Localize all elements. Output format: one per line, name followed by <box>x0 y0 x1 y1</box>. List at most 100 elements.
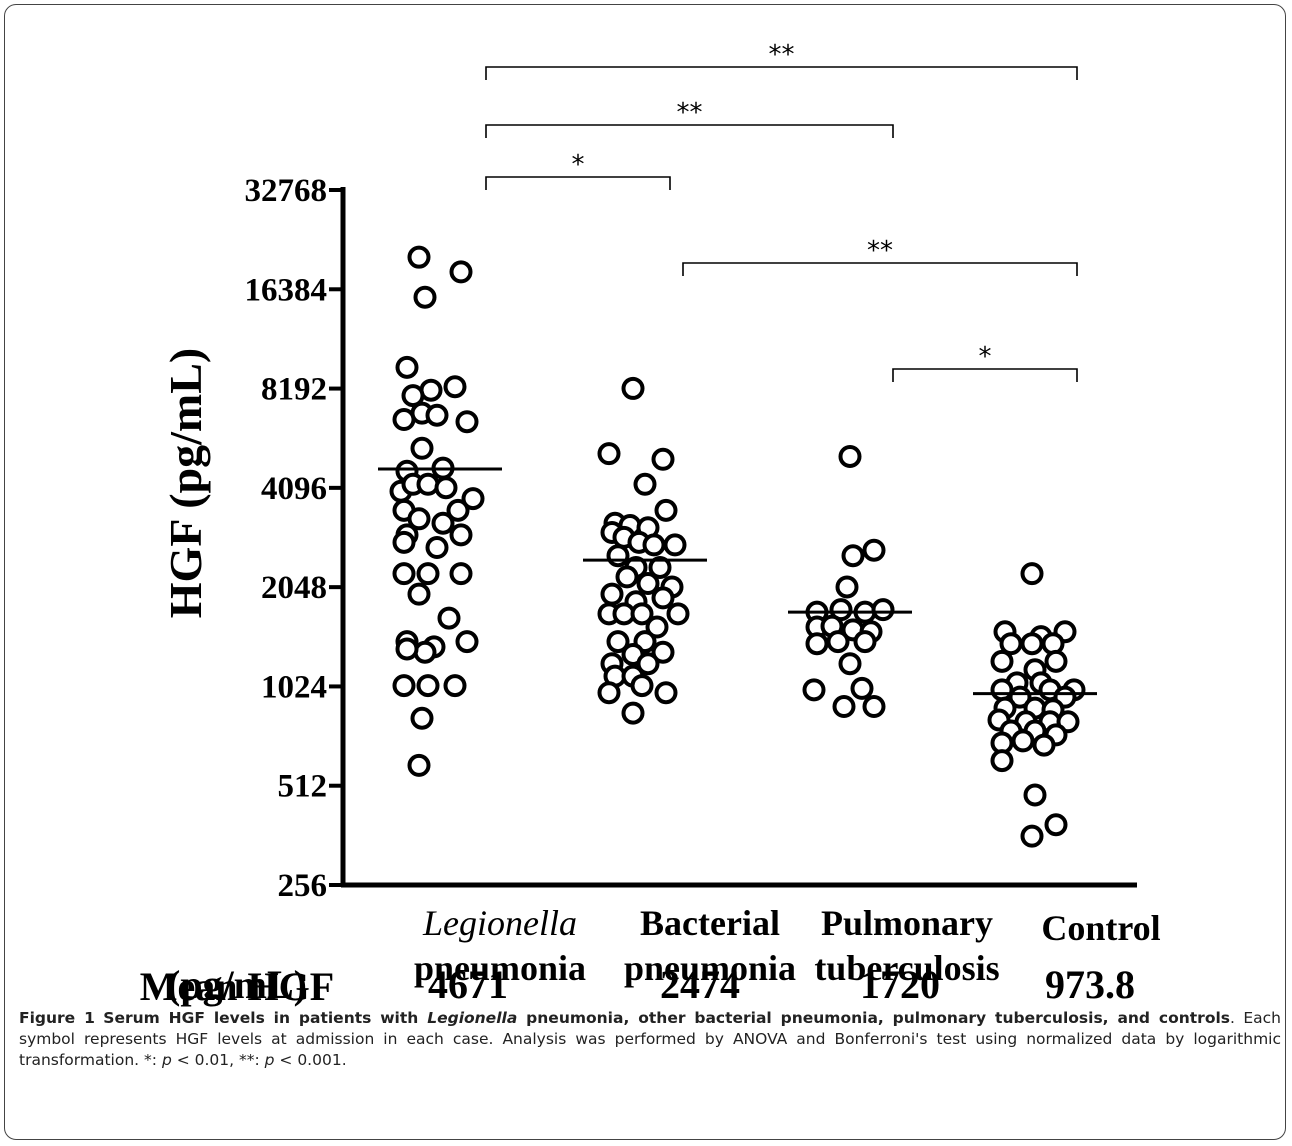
caption-title-part1: Serum HGF levels in patients with <box>103 1009 428 1027</box>
caption-title-part2: pneumonia, other bacterial pneumonia, pu… <box>517 1009 1231 1027</box>
bracket-label-2: * <box>572 150 585 180</box>
mean-value-2: 1720 <box>860 962 940 1007</box>
bracket-0 <box>485 66 1078 80</box>
data-point-g1-37 <box>654 681 678 705</box>
bracket-3 <box>682 262 1078 276</box>
data-point-g1-35 <box>597 681 621 705</box>
data-point-g0-11 <box>410 436 434 460</box>
data-point-g0-5 <box>443 375 467 399</box>
data-point-g3-8 <box>1044 649 1068 673</box>
y-tick-label-2048: 2048 <box>261 570 327 606</box>
data-point-g1-24 <box>630 602 654 626</box>
data-point-g0-35 <box>413 640 437 664</box>
data-point-g2-1 <box>841 544 865 568</box>
data-point-g0-29 <box>416 562 440 586</box>
data-point-g0-3 <box>395 355 419 379</box>
data-point-g0-0 <box>407 245 431 269</box>
data-point-g0-27 <box>449 562 473 586</box>
caption-body-part1: . Each symbol represents HGF levels at a… <box>19 1009 1282 1069</box>
y-tick-label-1024: 1024 <box>261 669 327 705</box>
mean-value-1: 2474 <box>660 962 740 1007</box>
data-point-g0-16 <box>416 472 440 496</box>
data-point-g1-15 <box>648 555 672 579</box>
data-point-g2-16 <box>802 678 826 702</box>
data-point-g0-31 <box>437 606 461 630</box>
data-point-g0-24 <box>449 523 473 547</box>
data-point-g3-30 <box>990 749 1014 773</box>
caption-body-part2: < 0.01, **: <box>171 1051 265 1069</box>
y-tick-label-4096: 4096 <box>261 471 327 507</box>
data-points <box>389 245 1086 848</box>
y-tick-label-32768: 32768 <box>245 173 328 209</box>
data-point-g2-2 <box>862 538 886 562</box>
mean-value-0: 4671 <box>428 962 508 1007</box>
y-tick-label-512: 512 <box>278 769 328 805</box>
bracket-label-4: * <box>979 342 992 372</box>
data-point-g1-26 <box>645 615 669 639</box>
data-point-g3-0 <box>1020 562 1044 586</box>
data-point-g3-31 <box>1023 783 1047 807</box>
mean-lines <box>378 467 1097 696</box>
data-point-g1-30 <box>651 640 675 664</box>
mean-value-row-2: (pg/mL) 4671 2474 1720 973.8 <box>167 962 1135 1007</box>
data-point-g0-33 <box>455 630 479 654</box>
category-label-0-line2: pneumonia <box>414 948 586 988</box>
caption-body-part3: < 0.001. <box>274 1051 347 1069</box>
data-point-g2-13 <box>826 630 850 654</box>
data-point-g0-36 <box>395 637 419 661</box>
data-point-g1-11 <box>642 533 666 557</box>
category-label-1-line1: Bacterial <box>640 903 780 943</box>
data-point-g2-0 <box>838 444 862 468</box>
data-point-g3-7 <box>990 649 1014 673</box>
y-tick-label-256: 256 <box>278 868 328 904</box>
category-label-0-line1: Legionella <box>422 903 577 943</box>
mean-value-3: 973.8 <box>1045 962 1135 1007</box>
data-point-g2-18 <box>832 695 856 719</box>
category-label-2-line1: Pulmonary <box>821 903 993 943</box>
category-label-3: Control <box>1041 908 1160 948</box>
data-point-g1-0 <box>621 376 645 400</box>
category-label-2-line2: tuberculosis <box>814 948 999 988</box>
data-point-g0-18 <box>461 487 485 511</box>
mean-hgf-label-line1: Mean HGF <box>140 964 334 1009</box>
data-point-g0-20 <box>446 498 470 522</box>
y-axis-label: HGF (pg/mL) <box>160 348 211 618</box>
data-point-g0-39 <box>443 674 467 698</box>
data-point-g3-32 <box>1020 824 1044 848</box>
data-point-g0-1 <box>449 260 473 284</box>
data-point-g2-7 <box>871 598 895 622</box>
data-point-g1-12 <box>663 533 687 557</box>
data-point-g2-15 <box>838 652 862 676</box>
data-point-g1-2 <box>651 447 675 471</box>
data-point-g2-17 <box>850 676 874 700</box>
caption-p1: p <box>161 1051 172 1069</box>
caption-p2: p <box>264 1051 275 1069</box>
bracket-label-0: ** <box>769 40 795 70</box>
data-point-g0-10 <box>455 410 479 434</box>
data-point-g0-9 <box>425 403 449 427</box>
caption-title-italic: Legionella <box>427 1009 518 1027</box>
category-labels: Legionella pneumonia Bacterial pneumonia Pul… <box>414 903 1161 988</box>
data-point-g0-40 <box>410 706 434 730</box>
category-label-1-line2: pneumonia <box>624 948 796 988</box>
data-point-g1-36 <box>630 674 654 698</box>
data-point-g2-12 <box>805 632 829 656</box>
data-point-g3-33 <box>1044 813 1068 837</box>
y-tick-label-8192: 8192 <box>261 372 327 408</box>
data-point-g2-19 <box>862 695 886 719</box>
data-point-g3-28 <box>1011 729 1035 753</box>
y-tick-label-16384: 16384 <box>245 272 328 308</box>
data-point-g0-2 <box>413 285 437 309</box>
data-point-g1-1 <box>597 442 621 466</box>
data-point-g3-29 <box>1032 733 1056 757</box>
data-point-g1-16 <box>615 565 639 589</box>
data-point-g0-41 <box>407 753 431 777</box>
data-point-g0-17 <box>434 476 458 500</box>
data-point-g1-4 <box>654 498 678 522</box>
data-point-g2-3 <box>835 575 859 599</box>
data-point-g0-28 <box>392 562 416 586</box>
bracket-4 <box>892 368 1078 382</box>
figure-frame: 32768 16384 8192 4096 2048 1024 512 256 HGF (pg/… <box>4 4 1286 1140</box>
data-point-g0-30 <box>407 582 431 606</box>
data-point-g0-21 <box>407 507 431 531</box>
